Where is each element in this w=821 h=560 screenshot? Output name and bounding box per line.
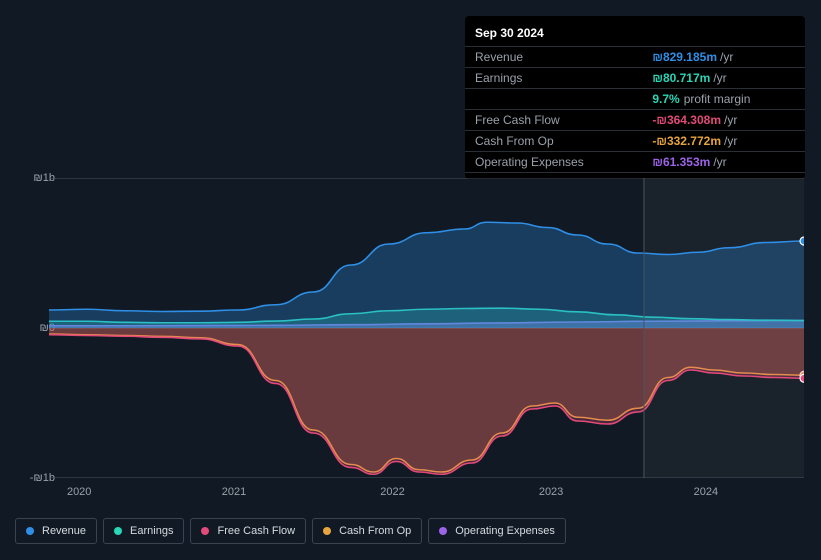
summary-row-value: ₪80.717m/yr — [642, 68, 805, 89]
legend-item[interactable]: Operating Expenses — [428, 518, 566, 544]
summary-row-value: -₪364.308m/yr — [642, 110, 805, 131]
legend-item[interactable]: Revenue — [15, 518, 97, 544]
legend-dot-icon — [26, 527, 34, 535]
summary-date: Sep 30 2024 — [465, 22, 805, 46]
summary-row: Free Cash Flow-₪364.308m/yr — [465, 110, 805, 131]
legend-item[interactable]: Earnings — [103, 518, 184, 544]
x-axis-label: 2024 — [694, 486, 718, 498]
legend-dot-icon — [439, 527, 447, 535]
summary-row-value: ₪61.353m/yr — [642, 152, 805, 173]
summary-row-margin: 9.7%profit margin — [465, 89, 805, 110]
x-axis-label: 2021 — [222, 486, 246, 498]
x-axis-label: 2023 — [539, 486, 563, 498]
summary-row-value: -₪332.772m/yr — [642, 131, 805, 152]
summary-row-value: ₪829.185m/yr — [642, 47, 805, 68]
end-marker-icon — [800, 374, 804, 382]
summary-row-label: Free Cash Flow — [465, 110, 642, 131]
x-axis-labels: 2020 2021 2022 2023 2024 — [49, 486, 804, 504]
chart-plot-area[interactable] — [49, 178, 804, 478]
summary-panel: Sep 30 2024 Revenue₪829.185m/yrEarnings₪… — [465, 16, 805, 179]
summary-row: Operating Expenses₪61.353m/yr — [465, 152, 805, 173]
legend-dot-icon — [114, 527, 122, 535]
legend-label: Cash From Op — [339, 525, 411, 537]
summary-row-label: Revenue — [465, 47, 642, 68]
legend-dot-icon — [201, 527, 209, 535]
legend-label: Revenue — [42, 525, 86, 537]
legend-label: Earnings — [130, 525, 173, 537]
summary-table: Revenue₪829.185m/yrEarnings₪80.717m/yr 9… — [465, 46, 805, 173]
legend-item[interactable]: Free Cash Flow — [190, 518, 306, 544]
summary-row-label: Cash From Op — [465, 131, 642, 152]
summary-row: Earnings₪80.717m/yr — [465, 68, 805, 89]
chart-legend: Revenue Earnings Free Cash Flow Cash From O… — [15, 518, 566, 544]
legend-item[interactable]: Cash From Op — [312, 518, 422, 544]
summary-row-label: Earnings — [465, 68, 642, 89]
legend-label: Operating Expenses — [455, 525, 555, 537]
x-axis-label: 2022 — [380, 486, 404, 498]
legend-dot-icon — [323, 527, 331, 535]
summary-row: Cash From Op-₪332.772m/yr — [465, 131, 805, 152]
legend-label: Free Cash Flow — [217, 525, 295, 537]
summary-row-label: Operating Expenses — [465, 152, 642, 173]
x-axis-label: 2020 — [67, 486, 91, 498]
end-marker-icon — [800, 237, 804, 245]
summary-row: Revenue₪829.185m/yr — [465, 47, 805, 68]
